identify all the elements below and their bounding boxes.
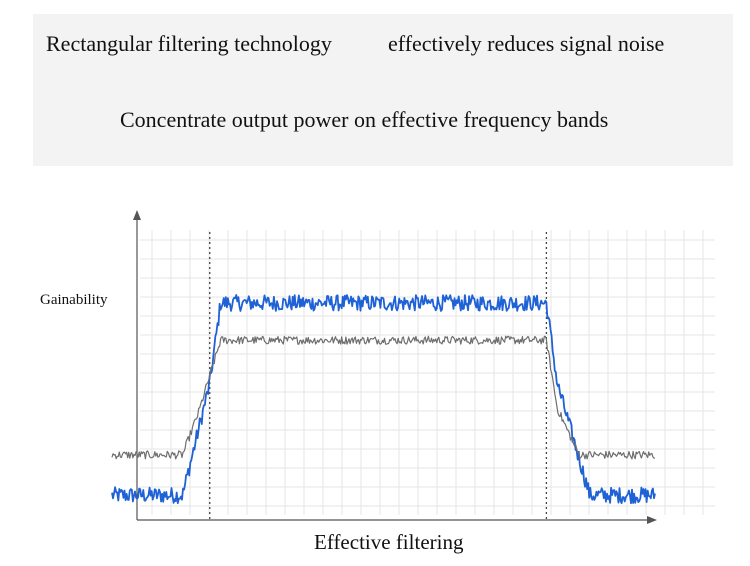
grid <box>140 230 715 515</box>
y-axis-arrow <box>133 210 141 220</box>
headline-right: effectively reduces signal noise <box>388 31 665 56</box>
axes <box>133 210 657 524</box>
series-layer <box>111 294 656 505</box>
x-axis-arrow <box>647 516 657 524</box>
header-band <box>33 14 733 166</box>
series-line-gray <box>111 335 656 460</box>
series-line-blue <box>111 294 656 505</box>
band-markers <box>209 232 548 520</box>
headline-left: Rectangular filtering technology <box>46 31 332 56</box>
x-axis-label: Effective filtering <box>314 530 464 554</box>
y-axis-label: Gainability <box>40 292 108 308</box>
subheadline: Concentrate output power on effective fr… <box>120 107 609 132</box>
